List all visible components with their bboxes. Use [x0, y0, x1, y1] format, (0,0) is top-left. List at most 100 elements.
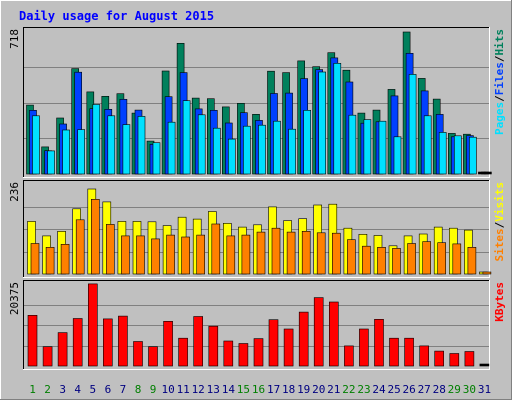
- top-bar-pages-day-27: [423, 115, 432, 175]
- x-label-day-8: 8: [135, 383, 142, 396]
- x-label-day-11: 11: [177, 383, 190, 396]
- middle-legend-separator: /: [493, 221, 506, 228]
- x-label-day-16: 16: [252, 383, 265, 396]
- x-label-day-6: 6: [105, 383, 112, 396]
- bottom-bar-kbytes-day-20: [313, 297, 324, 367]
- bottom-ymax-label: 20375: [8, 282, 21, 315]
- top-ymax-label: 718: [8, 29, 21, 49]
- top-bar-pages-day-15: [243, 125, 251, 175]
- top-bar-pages-day-30: [469, 136, 477, 175]
- middle-bar-sites-day-13: [211, 223, 221, 275]
- top-bar-pages-day-24: [378, 120, 387, 175]
- bottom-bar-kbytes-day-6: [103, 318, 113, 367]
- top-bar-pages-day-12: [197, 114, 206, 175]
- middle-bar-sites-day-25: [392, 248, 401, 275]
- top-bar-pages-day-20: [318, 71, 327, 175]
- x-label-day-2: 2: [44, 383, 51, 396]
- middle-bar-sites-day-17: [271, 227, 281, 275]
- middle-bar-sites-day-21: [331, 232, 341, 275]
- top-legend-hits: Hits: [493, 29, 506, 56]
- x-label-day-12: 12: [192, 383, 205, 396]
- bottom-bar-kbytes-day-28: [434, 350, 445, 367]
- bottom-bar-kbytes-day-17: [268, 319, 279, 367]
- chart-title: Daily usage for August 2015: [19, 9, 214, 23]
- top-bar-pages-day-21: [333, 62, 342, 175]
- bottom-bar-kbytes-day-7: [118, 315, 128, 367]
- middle-panel: 236 Sites/Visits: [8, 180, 506, 278]
- bottom-bar-kbytes-day-18: [283, 328, 294, 367]
- bottom-bar-kbytes-day-9: [148, 346, 158, 367]
- bottom-bar-kbytes-day-22: [344, 345, 354, 367]
- middle-bar-sites-day-28: [437, 242, 447, 275]
- top-bar-pages-day-25: [393, 136, 402, 175]
- x-label-day-19: 19: [297, 383, 310, 396]
- bottom-bar-kbytes-day-16: [253, 338, 264, 367]
- x-label-day-20: 20: [312, 383, 325, 396]
- x-label-day-30: 30: [463, 383, 476, 396]
- bottom-bar-kbytes-day-5: [88, 283, 98, 367]
- x-label-day-3: 3: [59, 383, 66, 396]
- middle-bar-sites-day-12: [196, 234, 205, 275]
- middle-bar-sites-day-7: [121, 235, 130, 275]
- middle-bar-sites-day-29: [452, 243, 462, 275]
- middle-legend-sites: Sites: [493, 228, 506, 261]
- bottom-legend-kbytes: KBytes: [493, 282, 506, 322]
- top-bar-pages-day-23: [363, 119, 372, 175]
- x-label-day-9: 9: [150, 383, 157, 396]
- middle-bar-sites-day-20: [316, 232, 326, 275]
- middle-ymax-label: 236: [8, 182, 21, 202]
- top-bar-pages-day-26: [408, 74, 417, 175]
- x-label-day-1: 1: [29, 383, 36, 396]
- top-bar-pages-day-1: [32, 115, 40, 175]
- middle-bar-sites-day-10: [166, 234, 175, 275]
- top-bar-pages-day-5: [92, 104, 101, 175]
- middle-bar-sites-day-24: [377, 247, 386, 275]
- bottom-bar-kbytes-day-31: [479, 363, 490, 367]
- middle-bar-sites-day-16: [256, 231, 266, 275]
- bottom-bar-kbytes-day-24: [374, 318, 384, 367]
- bottom-bar-kbytes-day-23: [359, 328, 369, 367]
- x-label-day-27: 27: [418, 383, 431, 396]
- x-label-day-21: 21: [327, 383, 340, 396]
- x-label-day-26: 26: [402, 383, 415, 396]
- x-label-day-23: 23: [357, 383, 370, 396]
- top-legend: Pages/Files/Hits: [493, 29, 506, 135]
- x-label-day-28: 28: [433, 383, 446, 396]
- bottom-bar-kbytes-day-21: [328, 301, 339, 367]
- x-label-day-7: 7: [120, 383, 127, 396]
- middle-bar-sites-day-30: [467, 247, 477, 275]
- top-legend-files: Files: [493, 62, 506, 95]
- x-label-day-22: 22: [342, 383, 355, 396]
- middle-bar-sites-day-4: [75, 219, 85, 275]
- bottom-bar-kbytes-day-25: [389, 337, 399, 367]
- bottom-bar-kbytes-day-8: [133, 341, 143, 367]
- top-bar-pages-day-28: [438, 132, 447, 175]
- bottom-legend: KBytes: [493, 282, 506, 322]
- top-bar-pages-day-7: [122, 124, 131, 175]
- x-label-day-24: 24: [372, 383, 386, 396]
- bottom-bar-kbytes-day-1: [27, 314, 38, 367]
- x-label-day-14: 14: [222, 383, 236, 396]
- middle-bar-sites-day-1: [30, 243, 40, 275]
- x-label-day-10: 10: [161, 383, 174, 396]
- bottom-bar-kbytes-day-15: [238, 343, 249, 367]
- bottom-bar-kbytes-day-13: [208, 325, 219, 367]
- middle-bar-sites-day-27: [422, 241, 432, 275]
- x-axis-day-labels: 1 2 3 4 5 6 7 8 9 10 11 12 13 14 15 16 17 18 19 20 21 22 23 24 2…: [29, 383, 491, 396]
- middle-bar-sites-day-26: [407, 243, 416, 275]
- top-bar-pages-day-3: [62, 129, 70, 175]
- x-label-day-17: 17: [267, 383, 280, 396]
- top-bar-pages-day-6: [107, 115, 116, 175]
- middle-bar-sites-day-9: [151, 238, 160, 275]
- middle-legend-visits: Visits: [493, 182, 506, 222]
- top-bar-pages-day-18: [288, 128, 296, 175]
- top-bar-pages-day-14: [228, 138, 236, 175]
- top-bar-pages-day-29: [453, 135, 462, 175]
- x-label-day-4: 4: [74, 383, 81, 396]
- x-label-day-5: 5: [89, 383, 96, 396]
- middle-bar-sites-day-15: [241, 234, 251, 275]
- x-label-day-29: 29: [448, 383, 461, 396]
- middle-bar-sites-day-2: [45, 247, 55, 275]
- middle-bar-sites-day-19: [301, 231, 311, 275]
